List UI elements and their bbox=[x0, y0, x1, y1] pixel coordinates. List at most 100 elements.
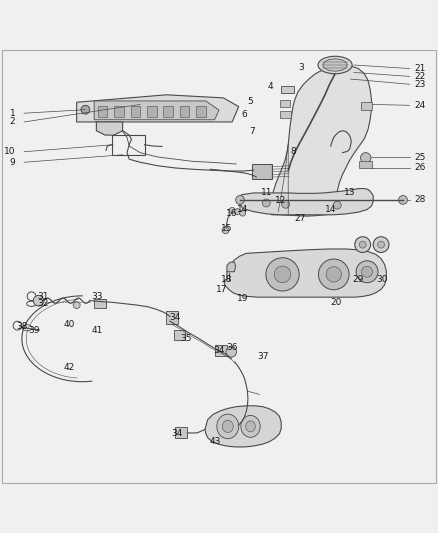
Polygon shape bbox=[205, 406, 281, 447]
Text: 4: 4 bbox=[268, 83, 274, 92]
Bar bbox=[359, 161, 372, 168]
Text: 29: 29 bbox=[353, 275, 364, 284]
Bar bbox=[215, 345, 227, 356]
Text: 15: 15 bbox=[221, 224, 232, 233]
Text: 5: 5 bbox=[247, 98, 253, 106]
Text: 43: 43 bbox=[209, 437, 221, 446]
Text: 27: 27 bbox=[294, 214, 306, 223]
Text: 11: 11 bbox=[261, 189, 272, 197]
Circle shape bbox=[262, 199, 270, 207]
Bar bbox=[175, 427, 187, 438]
Bar bbox=[163, 106, 173, 117]
Text: 25: 25 bbox=[414, 152, 425, 161]
Text: 20: 20 bbox=[331, 298, 342, 307]
Bar bbox=[280, 111, 291, 118]
Text: 40: 40 bbox=[64, 320, 75, 329]
Bar bbox=[131, 106, 140, 117]
Circle shape bbox=[359, 241, 366, 248]
Circle shape bbox=[226, 346, 237, 357]
Ellipse shape bbox=[241, 415, 260, 437]
Polygon shape bbox=[96, 122, 123, 135]
Bar bbox=[112, 135, 145, 155]
Circle shape bbox=[373, 237, 389, 253]
Circle shape bbox=[234, 209, 240, 215]
Text: 1: 1 bbox=[10, 109, 15, 118]
Circle shape bbox=[222, 227, 229, 233]
Text: 2: 2 bbox=[10, 117, 15, 126]
Text: 41: 41 bbox=[92, 326, 103, 335]
Circle shape bbox=[229, 207, 235, 214]
Circle shape bbox=[274, 266, 291, 282]
Polygon shape bbox=[227, 262, 236, 272]
Text: 30: 30 bbox=[377, 275, 388, 284]
Bar bbox=[114, 106, 124, 117]
Text: 31: 31 bbox=[37, 292, 49, 301]
Text: 17: 17 bbox=[215, 285, 227, 294]
Text: 9: 9 bbox=[10, 158, 15, 167]
Text: 35: 35 bbox=[180, 334, 192, 343]
Text: 23: 23 bbox=[414, 80, 425, 89]
Text: 13: 13 bbox=[344, 188, 355, 197]
Circle shape bbox=[33, 295, 44, 306]
Text: 10: 10 bbox=[4, 147, 15, 156]
Text: 37: 37 bbox=[258, 352, 269, 361]
Bar bbox=[280, 100, 290, 107]
Bar bbox=[252, 164, 272, 179]
Text: 22: 22 bbox=[414, 72, 425, 81]
Text: 26: 26 bbox=[414, 163, 425, 172]
Polygon shape bbox=[271, 64, 371, 216]
Bar bbox=[281, 86, 294, 93]
Polygon shape bbox=[240, 189, 373, 215]
Circle shape bbox=[318, 259, 349, 290]
Bar bbox=[196, 106, 206, 117]
Circle shape bbox=[356, 261, 378, 282]
Polygon shape bbox=[224, 249, 386, 297]
Bar bbox=[94, 299, 106, 308]
Bar bbox=[147, 106, 157, 117]
Circle shape bbox=[361, 266, 372, 277]
Text: 24: 24 bbox=[414, 101, 425, 110]
Text: 34: 34 bbox=[171, 429, 182, 438]
Ellipse shape bbox=[246, 421, 255, 432]
Bar bbox=[361, 102, 372, 110]
Circle shape bbox=[378, 241, 385, 248]
Ellipse shape bbox=[217, 414, 239, 439]
Circle shape bbox=[282, 200, 290, 208]
Text: 34: 34 bbox=[214, 346, 225, 355]
Text: 6: 6 bbox=[242, 110, 247, 119]
Ellipse shape bbox=[223, 420, 233, 432]
Text: 18: 18 bbox=[221, 275, 233, 284]
Circle shape bbox=[399, 196, 407, 204]
Circle shape bbox=[355, 237, 371, 253]
Text: 21: 21 bbox=[414, 64, 425, 73]
Bar bbox=[180, 106, 189, 117]
Ellipse shape bbox=[318, 56, 352, 74]
Text: 33: 33 bbox=[91, 292, 102, 301]
Text: 8: 8 bbox=[290, 147, 296, 156]
Circle shape bbox=[81, 106, 90, 114]
Circle shape bbox=[333, 201, 341, 209]
Text: 3: 3 bbox=[298, 63, 304, 72]
Ellipse shape bbox=[323, 59, 347, 71]
Text: 38: 38 bbox=[17, 322, 28, 332]
Circle shape bbox=[360, 152, 371, 163]
Text: 28: 28 bbox=[414, 196, 425, 205]
Circle shape bbox=[240, 210, 246, 216]
Text: 14: 14 bbox=[325, 205, 336, 214]
Polygon shape bbox=[77, 95, 239, 122]
Circle shape bbox=[326, 266, 342, 282]
Text: 7: 7 bbox=[249, 127, 254, 136]
Text: 36: 36 bbox=[226, 343, 237, 352]
Text: 34: 34 bbox=[169, 313, 180, 322]
Bar bbox=[174, 330, 185, 340]
Text: 42: 42 bbox=[64, 363, 75, 372]
Text: 16: 16 bbox=[226, 209, 237, 219]
Text: 14: 14 bbox=[237, 205, 248, 214]
Text: 39: 39 bbox=[28, 326, 40, 335]
Bar bbox=[166, 311, 178, 324]
Text: 19: 19 bbox=[237, 294, 249, 303]
Text: 12: 12 bbox=[275, 196, 286, 205]
Text: 32: 32 bbox=[37, 299, 49, 308]
Circle shape bbox=[266, 258, 299, 291]
Circle shape bbox=[73, 302, 80, 309]
